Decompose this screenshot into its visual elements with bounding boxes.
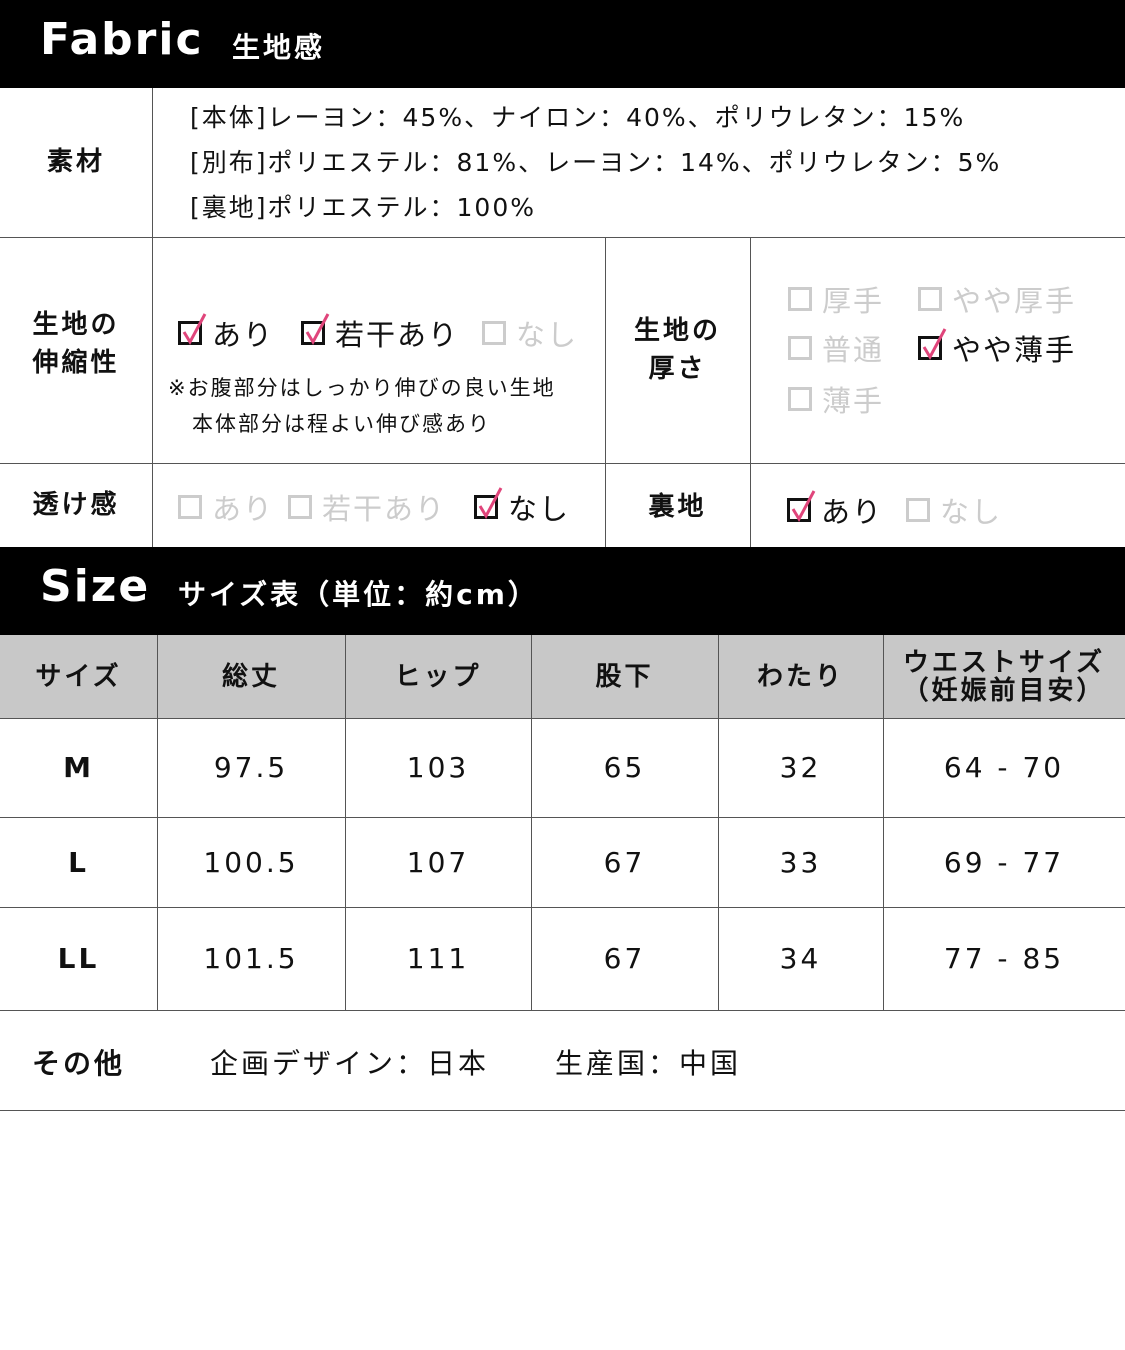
table-cell: 67 bbox=[603, 942, 646, 975]
stretch-note-line: ※お腹部分はしっかり伸びの良い生地 bbox=[168, 376, 556, 400]
size-subtitle: サイズ表（単位：約cm） bbox=[178, 578, 539, 611]
table-cell: M bbox=[63, 751, 94, 784]
stretch-label: 生地の 伸縮性 bbox=[0, 306, 152, 382]
checkbox-option[interactable]: あり bbox=[787, 489, 883, 531]
option-label: なし bbox=[940, 495, 1003, 529]
option-label: 厚手 bbox=[822, 284, 885, 318]
checkbox-option[interactable]: なし bbox=[482, 312, 578, 354]
checkbox-option[interactable]: あり bbox=[178, 312, 274, 354]
checkbox-option[interactable]: なし bbox=[906, 489, 1002, 531]
unchecked-box-icon bbox=[788, 287, 812, 311]
option-label: あり bbox=[821, 495, 884, 529]
checkbox-option[interactable]: 若干あり bbox=[288, 486, 446, 528]
stretch-note: ※お腹部分はしっかり伸びの良い生地 本体部分は程よい伸び感あり bbox=[168, 370, 556, 442]
checkbox-option[interactable]: なし bbox=[474, 486, 570, 528]
checked-box-icon bbox=[474, 487, 503, 520]
material-list: [本体]レーヨン：45%、ナイロン：40%、ポリウレタン：15% [別布]ポリエ… bbox=[190, 95, 1001, 230]
column-header: 総丈 bbox=[157, 635, 345, 718]
column-header: 股下 bbox=[531, 635, 718, 718]
option-label: あり bbox=[212, 318, 275, 352]
table-cell: 111 bbox=[406, 942, 470, 975]
table-cell: 97.5 bbox=[213, 751, 289, 784]
checkbox-option[interactable]: あり bbox=[178, 486, 274, 528]
option-label: なし bbox=[508, 492, 571, 526]
table-cell: 65 bbox=[603, 751, 646, 784]
unchecked-box-icon bbox=[918, 287, 942, 311]
lining-label: 裏地 bbox=[648, 492, 707, 522]
table-cell: 32 bbox=[779, 751, 822, 784]
option-label: 薄手 bbox=[822, 384, 885, 418]
option-label: やや厚手 bbox=[952, 284, 1077, 318]
checked-box-icon bbox=[787, 490, 816, 523]
stretch-label-line: 生地の bbox=[32, 310, 120, 340]
column-header: ウエストサイズ （妊娠前目安） bbox=[883, 635, 1125, 718]
table-cell: 107 bbox=[406, 845, 470, 879]
material-label: 素材 bbox=[46, 147, 105, 177]
column-header: サイズ bbox=[0, 635, 157, 718]
checkbox-option[interactable]: やや薄手 bbox=[918, 327, 1076, 369]
column-header: わたり bbox=[718, 635, 883, 718]
column-header: ヒップ bbox=[345, 635, 531, 718]
fabric-subtitle: 生地感 bbox=[232, 31, 326, 64]
stretch-note-line: 本体部分は程よい伸び感あり bbox=[192, 412, 491, 436]
size-header: Size サイズ表（単位：約cm） bbox=[0, 547, 1125, 635]
material-line: [裏地]ポリエステル：100% bbox=[190, 193, 536, 222]
unchecked-box-icon bbox=[788, 387, 812, 411]
checked-box-icon bbox=[178, 313, 207, 346]
unchecked-box-icon bbox=[906, 498, 930, 522]
fabric-header: Fabric 生地感 bbox=[0, 0, 1125, 88]
size-title: Size bbox=[40, 561, 151, 612]
table-cell: 34 bbox=[779, 942, 822, 975]
unchecked-box-icon bbox=[178, 495, 202, 519]
checkbox-option[interactable]: 若干あり bbox=[301, 312, 459, 354]
stretch-label-line: 伸縮性 bbox=[32, 348, 120, 378]
table-cell: 33 bbox=[779, 845, 822, 879]
thickness-label-line: 生地の bbox=[633, 316, 721, 346]
table-cell: 69 - 77 bbox=[943, 845, 1065, 879]
table-cell: 101.5 bbox=[203, 942, 299, 975]
material-line: [本体]レーヨン：45%、ナイロン：40%、ポリウレタン：15% bbox=[190, 103, 966, 132]
production-origin: 生産国：中国 bbox=[555, 1047, 742, 1080]
option-label: やや薄手 bbox=[952, 333, 1077, 367]
option-label: あり bbox=[212, 492, 275, 526]
thickness-label-line: 厚さ bbox=[648, 354, 707, 384]
checked-box-icon bbox=[301, 313, 330, 346]
option-label: 若干あり bbox=[335, 318, 460, 352]
checkbox-option[interactable]: 厚手 bbox=[788, 278, 884, 320]
table-cell: LL bbox=[57, 942, 100, 975]
thickness-label: 生地の 厚さ bbox=[605, 312, 750, 388]
table-cell: 67 bbox=[603, 845, 646, 879]
table-cell: L bbox=[68, 845, 89, 879]
other-label: その他 bbox=[32, 1047, 126, 1080]
option-label: なし bbox=[516, 318, 579, 352]
sheer-label: 透け感 bbox=[32, 490, 120, 520]
checkbox-option[interactable]: 薄手 bbox=[788, 378, 884, 420]
option-label: 若干あり bbox=[322, 492, 447, 526]
unchecked-box-icon bbox=[288, 495, 312, 519]
table-cell: 77 - 85 bbox=[943, 942, 1065, 975]
checkbox-option[interactable]: 普通 bbox=[788, 327, 884, 369]
material-line: [別布]ポリエステル：81%、レーヨン：14%、ポリウレタン：5% bbox=[190, 148, 1002, 177]
table-cell: 64 - 70 bbox=[943, 751, 1065, 784]
table-cell: 103 bbox=[406, 751, 470, 784]
checkbox-option[interactable]: やや厚手 bbox=[918, 278, 1076, 320]
design-origin: 企画デザイン：日本 bbox=[210, 1047, 490, 1080]
unchecked-box-icon bbox=[788, 336, 812, 360]
fabric-title: Fabric bbox=[40, 14, 204, 65]
unchecked-box-icon bbox=[482, 321, 506, 345]
table-cell: 100.5 bbox=[203, 845, 299, 879]
checked-box-icon bbox=[918, 328, 947, 361]
option-label: 普通 bbox=[822, 333, 885, 367]
